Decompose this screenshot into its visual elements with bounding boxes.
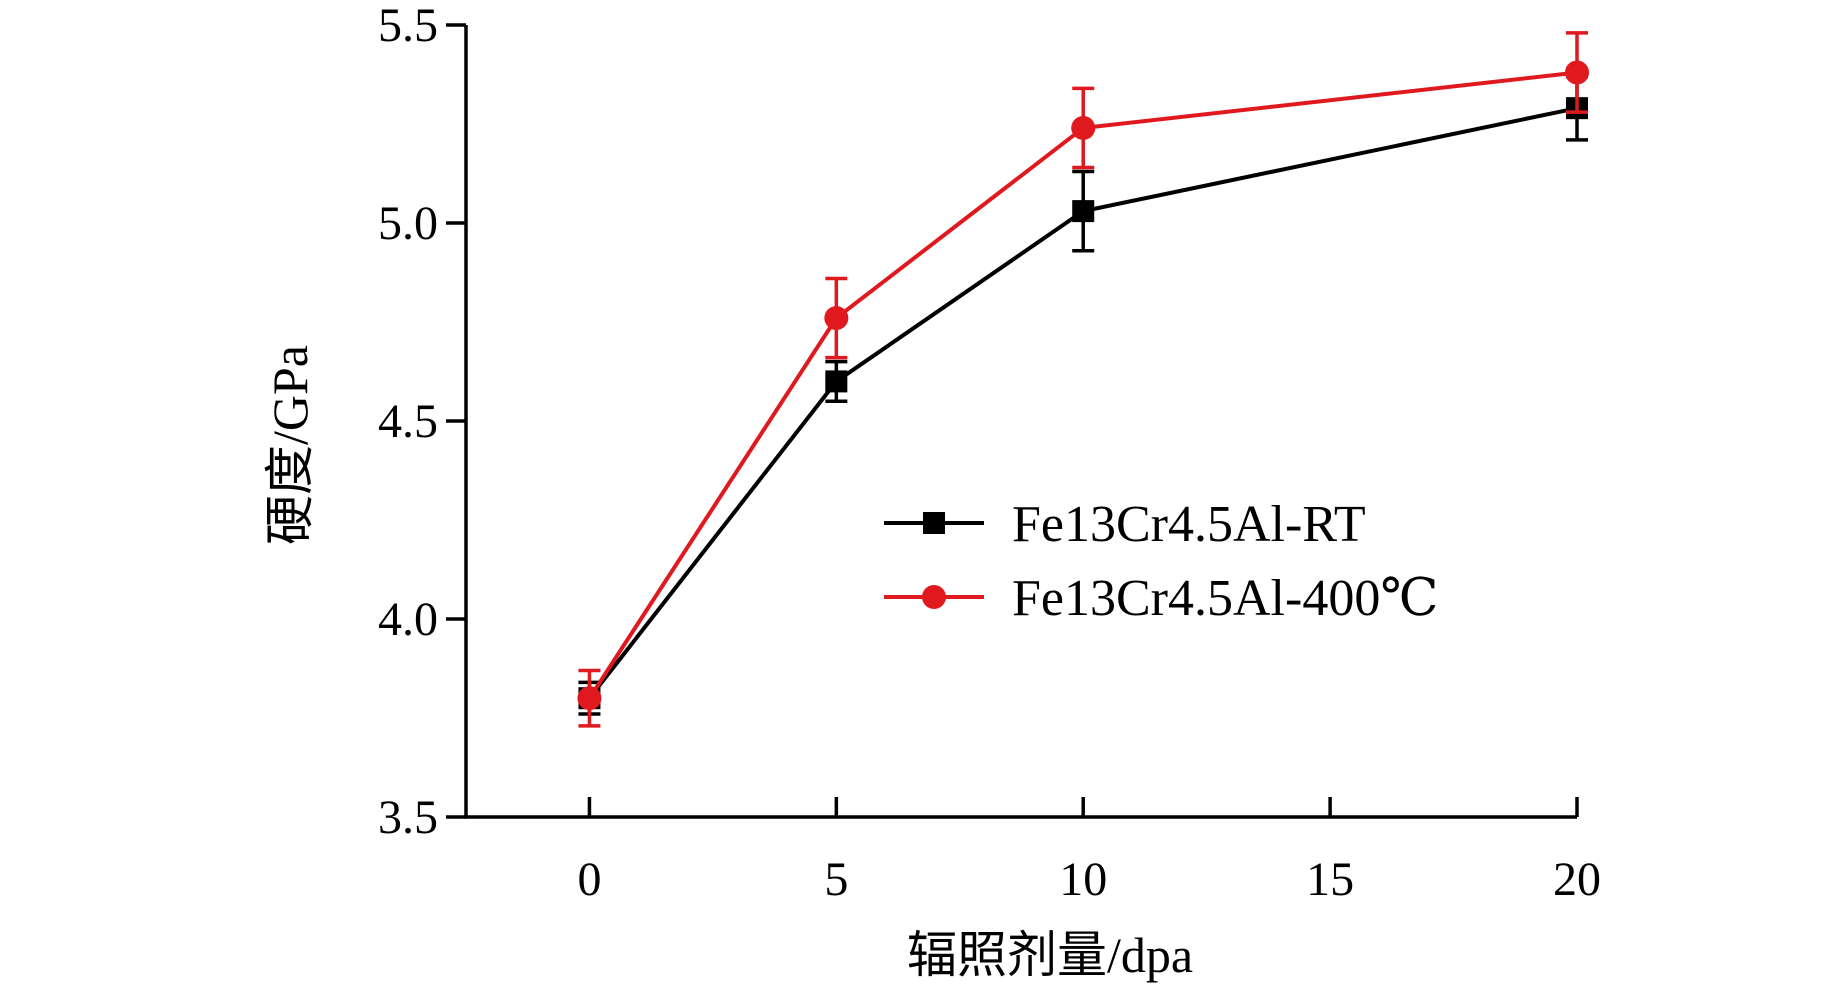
data-point: [577, 686, 602, 711]
legend-entry-2: Fe13Cr4.5Al-400℃: [884, 570, 1439, 627]
x-tick-label: 20: [1553, 853, 1601, 906]
series-2: [577, 31, 1589, 728]
y-tick-label: 3.5: [378, 791, 438, 844]
axes: 3.5 4.0 4.5 5.0 5.5 0 5 10 15 20: [378, 0, 1601, 906]
data-point: [1072, 200, 1095, 223]
legend-entry-1: Fe13Cr4.5Al-RT: [884, 496, 1366, 553]
legend-label: Fe13Cr4.5Al-RT: [1012, 496, 1366, 553]
x-tick-label: 15: [1306, 853, 1354, 906]
series-line: [587, 70, 1578, 700]
y-axis-title: 硬度/GPa: [262, 345, 318, 545]
data-point: [1071, 115, 1096, 140]
data-point: [824, 306, 849, 331]
legend-marker: [923, 512, 945, 534]
legend: Fe13Cr4.5Al-RT Fe13Cr4.5Al-400℃: [884, 496, 1439, 627]
y-tick-label: 5.5: [378, 0, 438, 52]
x-axis-title: 辐照剂量/dpa: [907, 927, 1193, 983]
series-line: [587, 106, 1578, 700]
x-tick-label: 10: [1059, 853, 1107, 906]
y-tick-label: 5.0: [378, 197, 438, 250]
x-tick-label: 0: [577, 853, 601, 906]
data-point: [825, 370, 848, 393]
plot-area: [577, 31, 1589, 728]
y-tick-label: 4.0: [378, 593, 438, 646]
legend-label: Fe13Cr4.5Al-400℃: [1012, 570, 1439, 627]
x-tick-label: 5: [824, 853, 848, 906]
legend-marker: [922, 585, 946, 609]
data-point: [1565, 60, 1589, 85]
y-tick-label: 4.5: [378, 395, 438, 448]
